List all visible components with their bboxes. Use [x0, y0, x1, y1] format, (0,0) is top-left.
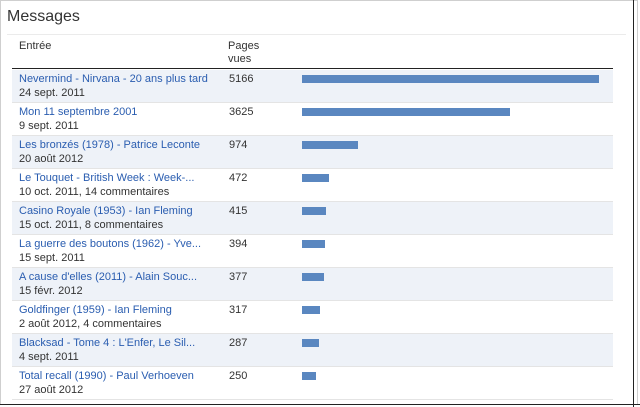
table-row: Total recall (1990) - Paul Verhoeven 27 a…: [12, 367, 613, 400]
posts-table: Nevermind - Nirvana - 20 ans plus tard 24…: [12, 70, 613, 400]
post-title-link[interactable]: Les bronzés (1978) - Patrice Leconte: [19, 139, 200, 151]
post-title-link[interactable]: Mon 11 septembre 2001: [19, 106, 138, 118]
post-title-link[interactable]: La guerre des boutons (1962) - Yve...: [19, 238, 202, 250]
post-meta: 20 août 2012: [19, 153, 84, 165]
post-title-link[interactable]: Total recall (1990) - Paul Verhoeven: [19, 370, 194, 382]
post-title-link[interactable]: Nevermind - Nirvana - 20 ans plus tard: [19, 73, 208, 85]
post-title-link[interactable]: Goldfinger (1959) - Ian Fleming: [19, 304, 172, 316]
table-row: Les bronzés (1978) - Patrice Leconte 20 a…: [12, 136, 613, 169]
post-meta: 15 févr. 2012: [19, 285, 83, 297]
page-views-bar: [302, 306, 320, 314]
header-divider: [12, 68, 613, 69]
page-views-count: 317: [229, 304, 248, 316]
table-row: La guerre des boutons (1962) - Yve... 15 …: [12, 235, 613, 268]
column-header-entry: Entrée: [19, 40, 52, 52]
table-row: Mon 11 septembre 2001 9 sept. 2011 3625: [12, 103, 613, 136]
post-title-link[interactable]: Blacksad - Tome 4 : L'Enfer, Le Sil...: [19, 337, 196, 349]
post-meta: 2 août 2012, 4 commentaires: [19, 318, 162, 330]
page-views-bar: [302, 240, 325, 248]
table-row: Casino Royale (1953) - Ian Fleming 15 oct…: [12, 202, 613, 235]
page-views-bar: [302, 273, 324, 281]
page-views-bar: [302, 372, 316, 380]
page-views-bar: [302, 75, 599, 83]
table-row: Goldfinger (1959) - Ian Fleming 2 août 20…: [12, 301, 613, 334]
page-views-count: 5166: [229, 73, 254, 85]
title-divider: [7, 34, 626, 35]
page-views-count: 394: [229, 238, 248, 250]
page-views-count: 472: [229, 172, 248, 184]
post-title-link[interactable]: Le Touquet - British Week : Week-...: [19, 172, 195, 184]
table-row: Nevermind - Nirvana - 20 ans plus tard 24…: [12, 70, 613, 103]
page-views-count: 250: [229, 370, 248, 382]
page-views-count: 974: [229, 139, 248, 151]
column-header-views: Pages vues: [228, 40, 260, 65]
page-views-bar: [302, 174, 329, 182]
page-views-count: 287: [229, 337, 248, 349]
page-views-bar: [302, 108, 510, 116]
post-meta: 15 sept. 2011: [19, 252, 85, 264]
post-meta: 24 sept. 2011: [19, 87, 85, 99]
page-views-count: 415: [229, 205, 248, 217]
window-edge-right: [633, 0, 634, 407]
post-meta: 4 sept. 2011: [19, 351, 79, 363]
page-views-bar: [302, 339, 319, 347]
post-meta: 15 oct. 2011, 8 commentaires: [19, 219, 164, 231]
table-row: Le Touquet - British Week : Week-... 10 o…: [12, 169, 613, 202]
post-meta: 10 oct. 2011, 14 commentaires: [19, 186, 170, 198]
post-meta: 27 août 2012: [19, 384, 84, 396]
page-views-count: 3625: [229, 106, 254, 118]
page-views-bar: [302, 207, 326, 215]
table-row: Blacksad - Tome 4 : L'Enfer, Le Sil... 4 …: [12, 334, 613, 367]
post-title-link[interactable]: A cause d'elles (2011) - Alain Souc...: [19, 271, 197, 283]
page-views-bar: [302, 141, 358, 149]
post-meta: 9 sept. 2011: [19, 120, 79, 132]
panel-title: Messages: [7, 8, 80, 25]
page-views-count: 377: [229, 271, 248, 283]
table-row: A cause d'elles (2011) - Alain Souc... 15…: [12, 268, 613, 301]
window-edge-bottom: [0, 404, 640, 405]
post-title-link[interactable]: Casino Royale (1953) - Ian Fleming: [19, 205, 193, 217]
